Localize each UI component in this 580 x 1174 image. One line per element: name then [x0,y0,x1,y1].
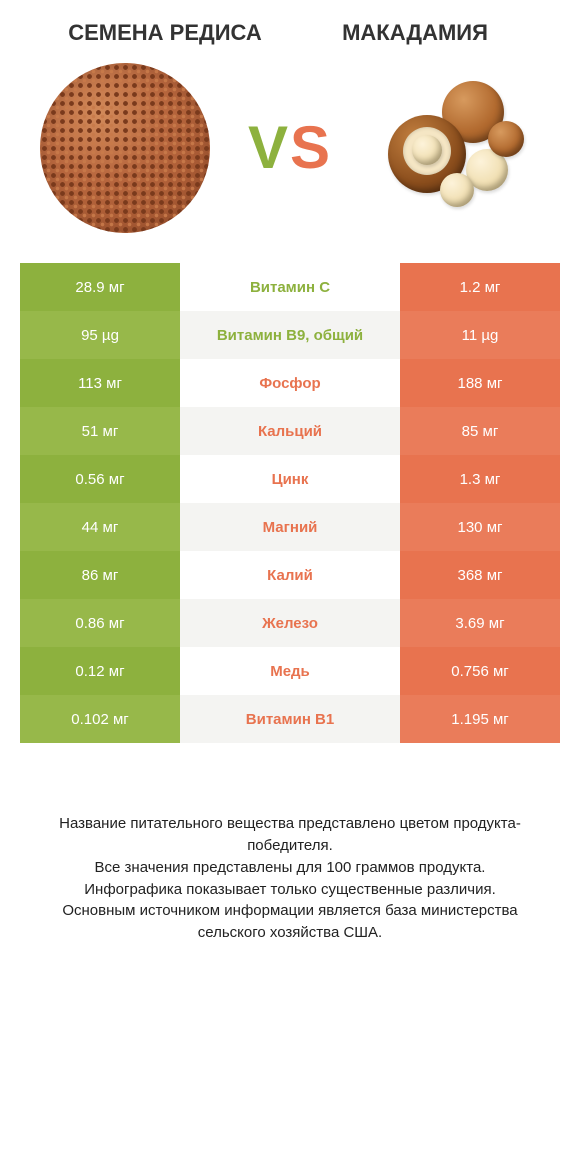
table-row: 0.102 мгВитамин B11.195 мг [20,695,560,743]
nutrient-name: Калий [180,551,400,599]
table-row: 113 мгФосфор188 мг [20,359,560,407]
table-row: 86 мгКалий368 мг [20,551,560,599]
left-value: 0.56 мг [20,455,180,503]
table-row: 0.86 мгЖелезо3.69 мг [20,599,560,647]
left-value: 0.86 мг [20,599,180,647]
nutrient-name: Витамин B1 [180,695,400,743]
vs-s: S [290,118,332,178]
footer-notes: Название питательного вещества представл… [20,813,560,944]
nutrient-name: Витамин B9, общий [180,311,400,359]
macadamia-icon [370,63,540,233]
footer-line: Инфографика показывает только существенн… [30,879,550,901]
right-food-title: Макадамия [290,20,540,45]
radish-seeds-icon [40,63,210,233]
table-row: 0.56 мгЦинк1.3 мг [20,455,560,503]
right-value: 1.195 мг [400,695,560,743]
vs-label: VS [248,118,332,178]
footer-line: Название питательного вещества представл… [30,813,550,857]
footer-line: Все значения представлены для 100 граммо… [30,857,550,879]
titles-row: Семена редиса Макадамия [20,0,560,53]
left-value: 95 µg [20,311,180,359]
vs-v: V [248,118,290,178]
left-value: 0.102 мг [20,695,180,743]
infographic-root: Семена редиса Макадамия VS 28.9 мгВитами… [0,0,580,984]
hero-row: VS [20,53,560,263]
table-row: 28.9 мгВитамин C1.2 мг [20,263,560,311]
left-value: 86 мг [20,551,180,599]
right-value: 1.2 мг [400,263,560,311]
left-value: 28.9 мг [20,263,180,311]
left-value: 44 мг [20,503,180,551]
right-value: 11 µg [400,311,560,359]
right-value: 368 мг [400,551,560,599]
footer-line: Основным источником информации является … [30,900,550,944]
comparison-table: 28.9 мгВитамин C1.2 мг95 µgВитамин B9, о… [20,263,560,743]
left-value: 0.12 мг [20,647,180,695]
table-row: 51 мгКальций85 мг [20,407,560,455]
nutrient-name: Железо [180,599,400,647]
right-value: 1.3 мг [400,455,560,503]
right-food-image [370,63,540,233]
left-value: 113 мг [20,359,180,407]
nutrient-name: Цинк [180,455,400,503]
table-row: 0.12 мгМедь0.756 мг [20,647,560,695]
nutrient-name: Медь [180,647,400,695]
nutrient-name: Фосфор [180,359,400,407]
left-food-title: Семена редиса [40,20,290,45]
right-value: 3.69 мг [400,599,560,647]
right-value: 188 мг [400,359,560,407]
right-value: 0.756 мг [400,647,560,695]
nutrient-name: Витамин C [180,263,400,311]
right-value: 130 мг [400,503,560,551]
nutrient-name: Магний [180,503,400,551]
left-food-image [40,63,210,233]
table-row: 95 µgВитамин B9, общий11 µg [20,311,560,359]
left-value: 51 мг [20,407,180,455]
nutrient-name: Кальций [180,407,400,455]
right-value: 85 мг [400,407,560,455]
table-row: 44 мгМагний130 мг [20,503,560,551]
